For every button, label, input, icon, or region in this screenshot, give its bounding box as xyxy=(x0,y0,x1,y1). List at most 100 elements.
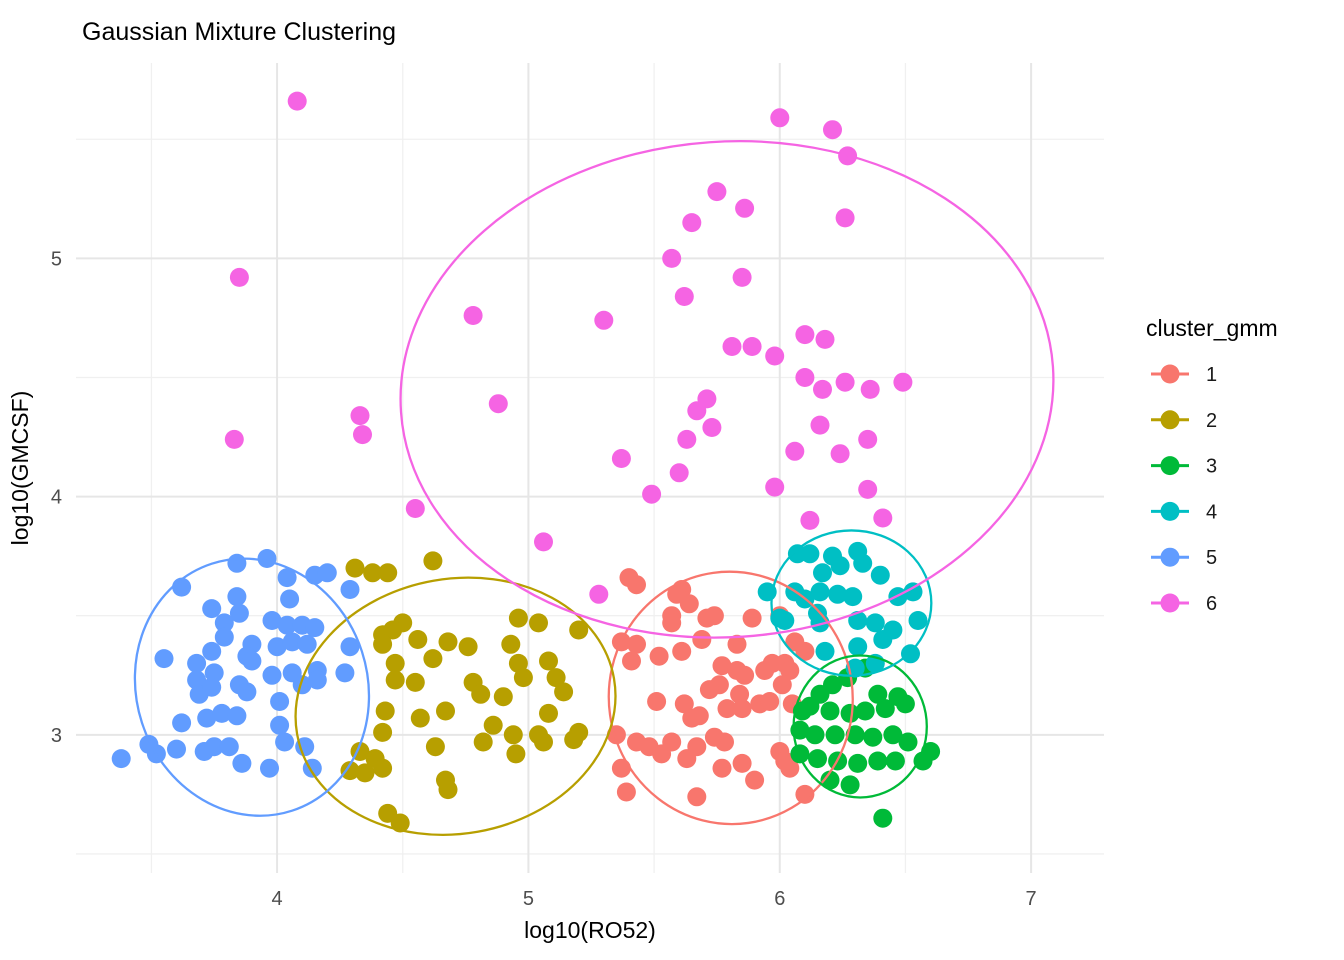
data-point-cluster-5 xyxy=(317,563,337,583)
data-point-cluster-5 xyxy=(187,670,207,690)
data-point-cluster-2 xyxy=(375,701,395,721)
data-point-cluster-1 xyxy=(667,584,687,604)
legend-entry-6: 6 xyxy=(1151,593,1217,615)
cluster-ellipse-3 xyxy=(792,654,928,799)
data-point-cluster-4 xyxy=(815,641,835,661)
data-point-cluster-2 xyxy=(378,563,398,583)
legend-entries: 1 2 3 4 5 6 xyxy=(1151,364,1217,615)
data-point-cluster-2 xyxy=(529,613,548,633)
data-point-cluster-6 xyxy=(287,91,307,111)
data-point-cluster-6 xyxy=(770,108,790,128)
data-point-cluster-2 xyxy=(539,651,558,671)
data-point-cluster-5 xyxy=(202,599,222,619)
data-point-cluster-2 xyxy=(554,682,574,702)
x-axis-title: log10(RO52) xyxy=(524,917,656,943)
legend-label-4: 4 xyxy=(1206,501,1217,523)
data-point-cluster-4 xyxy=(810,582,830,602)
data-point-cluster-2 xyxy=(385,670,405,690)
data-point-cluster-5 xyxy=(340,580,360,599)
data-point-cluster-2 xyxy=(423,551,443,571)
data-point-cluster-6 xyxy=(735,198,755,218)
legend-label-1: 1 xyxy=(1206,364,1217,386)
data-point-cluster-6 xyxy=(813,379,832,399)
data-point-cluster-1 xyxy=(732,753,752,773)
data-point-cluster-1 xyxy=(795,784,815,804)
data-point-cluster-6 xyxy=(669,463,689,483)
data-point-cluster-2 xyxy=(385,653,405,673)
data-point-cluster-2 xyxy=(423,649,443,669)
legend-key-dot-6 xyxy=(1160,593,1180,613)
data-point-cluster-2 xyxy=(539,703,558,723)
data-point-cluster-6 xyxy=(765,346,785,366)
data-point-cluster-2 xyxy=(503,725,523,745)
data-point-cluster-1 xyxy=(704,606,724,626)
data-point-cluster-6 xyxy=(697,389,717,409)
data-point-cluster-4 xyxy=(813,563,832,583)
data-point-cluster-1 xyxy=(687,787,707,807)
data-point-cluster-1 xyxy=(627,634,646,654)
data-point-cluster-4 xyxy=(848,637,868,657)
data-point-cluster-5 xyxy=(172,713,192,733)
data-point-cluster-2 xyxy=(373,722,393,742)
data-point-cluster-4 xyxy=(908,611,928,630)
legend-entry-1: 1 xyxy=(1151,364,1217,386)
cluster-ellipse-5 xyxy=(133,557,371,817)
data-point-cluster-3 xyxy=(873,808,893,828)
data-point-cluster-2 xyxy=(569,620,589,640)
x-tick-label: 6 xyxy=(774,888,785,910)
data-point-cluster-3 xyxy=(868,684,888,704)
data-point-cluster-6 xyxy=(594,310,614,330)
data-point-cluster-3 xyxy=(825,725,845,745)
legend-title: cluster_gmm xyxy=(1146,315,1278,341)
data-point-cluster-2 xyxy=(564,730,584,750)
y-axis-tick-labels: 3 4 5 xyxy=(51,248,62,746)
data-point-cluster-4 xyxy=(873,630,893,649)
cluster-ellipse-1 xyxy=(607,570,854,826)
data-point-cluster-6 xyxy=(611,449,631,468)
data-point-cluster-6 xyxy=(835,208,855,228)
major-gridlines xyxy=(76,63,1104,873)
data-point-cluster-6 xyxy=(732,267,752,287)
data-point-cluster-2 xyxy=(513,668,533,688)
cluster-ellipse-2 xyxy=(294,576,617,836)
data-point-cluster-1 xyxy=(616,782,636,802)
data-point-cluster-5 xyxy=(335,663,355,683)
data-point-cluster-5 xyxy=(267,637,287,657)
data-point-cluster-2 xyxy=(410,708,430,728)
data-point-cluster-2 xyxy=(508,608,528,628)
data-point-cluster-3 xyxy=(883,725,903,745)
data-point-cluster-5 xyxy=(202,677,222,697)
data-point-cluster-1 xyxy=(622,651,641,671)
data-point-cluster-6 xyxy=(810,415,830,435)
data-point-cluster-5 xyxy=(307,670,327,690)
data-point-cluster-5 xyxy=(187,653,207,673)
data-point-cluster-5 xyxy=(214,613,234,633)
data-point-cluster-6 xyxy=(858,429,878,449)
data-point-cluster-6 xyxy=(800,510,820,530)
data-point-cluster-4 xyxy=(787,544,807,564)
data-point-cluster-6 xyxy=(702,418,722,437)
data-point-cluster-5 xyxy=(340,637,360,657)
data-point-cluster-2 xyxy=(534,732,553,752)
data-point-cluster-5 xyxy=(280,589,300,609)
data-point-cluster-6 xyxy=(682,213,702,233)
legend-key-dot-1 xyxy=(1160,364,1180,384)
data-point-cluster-5 xyxy=(262,665,282,685)
data-point-cluster-5 xyxy=(242,651,262,671)
data-point-cluster-5 xyxy=(270,715,290,735)
data-point-cluster-2 xyxy=(506,744,526,764)
data-point-cluster-3 xyxy=(840,703,860,723)
data-point-cluster-4 xyxy=(848,611,868,630)
data-point-cluster-5 xyxy=(297,634,317,654)
data-point-cluster-1 xyxy=(730,684,750,704)
y-tick-label: 4 xyxy=(51,487,62,509)
data-point-cluster-5 xyxy=(232,753,252,773)
data-point-cluster-6 xyxy=(674,287,694,306)
data-point-cluster-5 xyxy=(212,703,232,723)
data-point-cluster-2 xyxy=(355,763,375,783)
legend: cluster_gmm 1 2 3 4 5 6 xyxy=(1146,315,1278,615)
data-point-cluster-5 xyxy=(275,732,295,752)
data-point-cluster-6 xyxy=(795,368,815,387)
data-point-cluster-6 xyxy=(765,477,785,497)
data-point-cluster-1 xyxy=(712,758,732,778)
